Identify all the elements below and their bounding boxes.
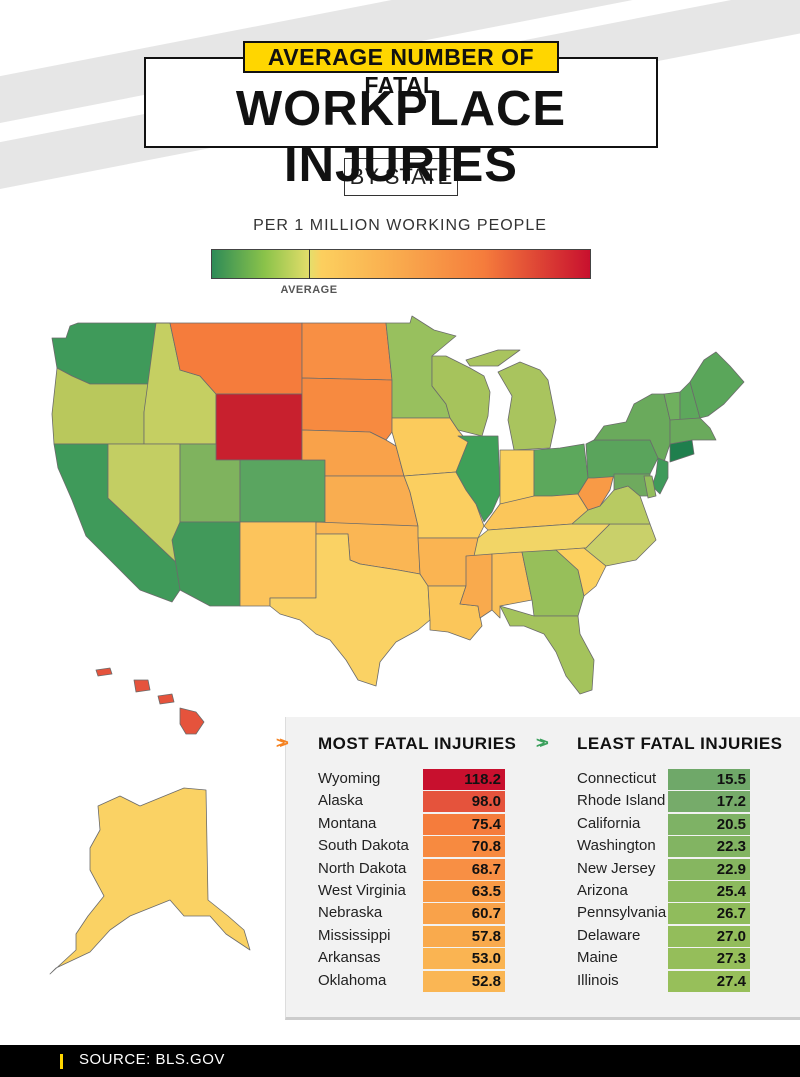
state-IN — [499, 449, 535, 505]
state-AK — [49, 787, 251, 975]
chevron-icon: >> — [536, 735, 548, 752]
ranking-state-name: Mississippi — [318, 927, 391, 944]
state-NC — [583, 523, 657, 567]
state-FL — [499, 605, 595, 695]
ranking-state-name: Delaware — [577, 927, 641, 944]
state-WI — [431, 355, 491, 437]
ranking-value: 25.4 — [668, 881, 750, 902]
average-marker — [309, 249, 310, 279]
state-WY — [215, 393, 303, 461]
subtitle-badge: BY STATE — [344, 158, 458, 196]
ranking-value: 60.7 — [423, 903, 505, 924]
ranking-value: 75.4 — [423, 814, 505, 835]
ranking-value: 68.7 — [423, 859, 505, 880]
ranking-state-name: North Dakota — [318, 860, 407, 877]
ranking-state-name: South Dakota — [318, 837, 409, 854]
ranking-value: 15.5 — [668, 769, 750, 790]
ranking-value: 26.7 — [668, 903, 750, 924]
ranking-value: 22.9 — [668, 859, 750, 880]
ranking-state-name: Connecticut — [577, 770, 657, 787]
most-fatal-heading: MOST FATAL INJURIES — [318, 734, 517, 753]
ranking-value: 27.3 — [668, 948, 750, 969]
state-NM — [239, 521, 317, 607]
state-OH — [533, 443, 589, 497]
state-KS — [324, 475, 419, 527]
ranking-state-name: Nebraska — [318, 904, 383, 921]
ranking-value: 27.0 — [668, 926, 750, 947]
state-ND — [301, 322, 393, 381]
ranking-state-name: West Virginia — [318, 882, 406, 899]
ranking-state-name: Arkansas — [318, 949, 381, 966]
state-MD — [613, 473, 651, 497]
ranking-state-name: Illinois — [577, 972, 619, 989]
state-DE — [643, 475, 657, 499]
state-PA — [585, 439, 659, 479]
ranking-value: 70.8 — [423, 836, 505, 857]
ranking-value: 98.0 — [423, 791, 505, 812]
state-MA — [669, 417, 717, 445]
state-AZ — [171, 521, 241, 607]
average-label: AVERAGE — [280, 284, 338, 296]
ranking-value: 63.5 — [423, 881, 505, 902]
state-TX — [269, 533, 431, 687]
footer-accent — [60, 1054, 63, 1069]
ranking-state-name: Oklahoma — [318, 972, 387, 989]
state-HI — [95, 667, 205, 735]
most-arrows-icon: >> — [276, 735, 288, 753]
ranking-value: 52.8 — [423, 971, 505, 992]
state-IL — [455, 435, 501, 523]
state-NJ — [651, 457, 669, 495]
ranking-value: 17.2 — [668, 791, 750, 812]
ranking-state-name: Arizona — [577, 882, 628, 899]
state-CO — [239, 459, 326, 523]
ranking-value: 22.3 — [668, 836, 750, 857]
least-arrows-icon: >> — [536, 735, 548, 753]
ranking-value: 57.8 — [423, 926, 505, 947]
ranking-state-name: California — [577, 815, 641, 832]
page-title: WORKPLACE INJURIES — [235, 82, 567, 192]
ranking-value: 53.0 — [423, 948, 505, 969]
source-label: SOURCE: BLS.GOV — [79, 1051, 225, 1068]
ranking-state-name: Alaska — [318, 792, 364, 809]
ranking-value: 27.4 — [668, 971, 750, 992]
ranking-value: 118.2 — [423, 769, 505, 790]
ranking-state-name: New Jersey — [577, 860, 656, 877]
ranking-state-name: Rhode Island — [577, 792, 666, 809]
ranking-state-name: Maine — [577, 949, 618, 966]
ranking-state-name: Wyoming — [318, 770, 381, 787]
color-scale-bar — [211, 249, 591, 279]
footer — [0, 1045, 800, 1077]
least-fatal-heading: LEAST FATAL INJURIES — [577, 734, 783, 753]
ranking-state-name: Washington — [577, 837, 656, 854]
unit-label: PER 1 MILLION WORKING PEOPLE — [253, 217, 547, 234]
ranking-value: 20.5 — [668, 814, 750, 835]
title-kicker: AVERAGE NUMBER OF FATAL — [243, 41, 559, 98]
state-ME — [689, 351, 745, 419]
ranking-state-name: Pennsylvania — [577, 904, 667, 921]
ranking-state-name: Montana — [318, 815, 377, 832]
chevron-icon: >> — [276, 735, 288, 752]
state-MI — [465, 349, 557, 451]
